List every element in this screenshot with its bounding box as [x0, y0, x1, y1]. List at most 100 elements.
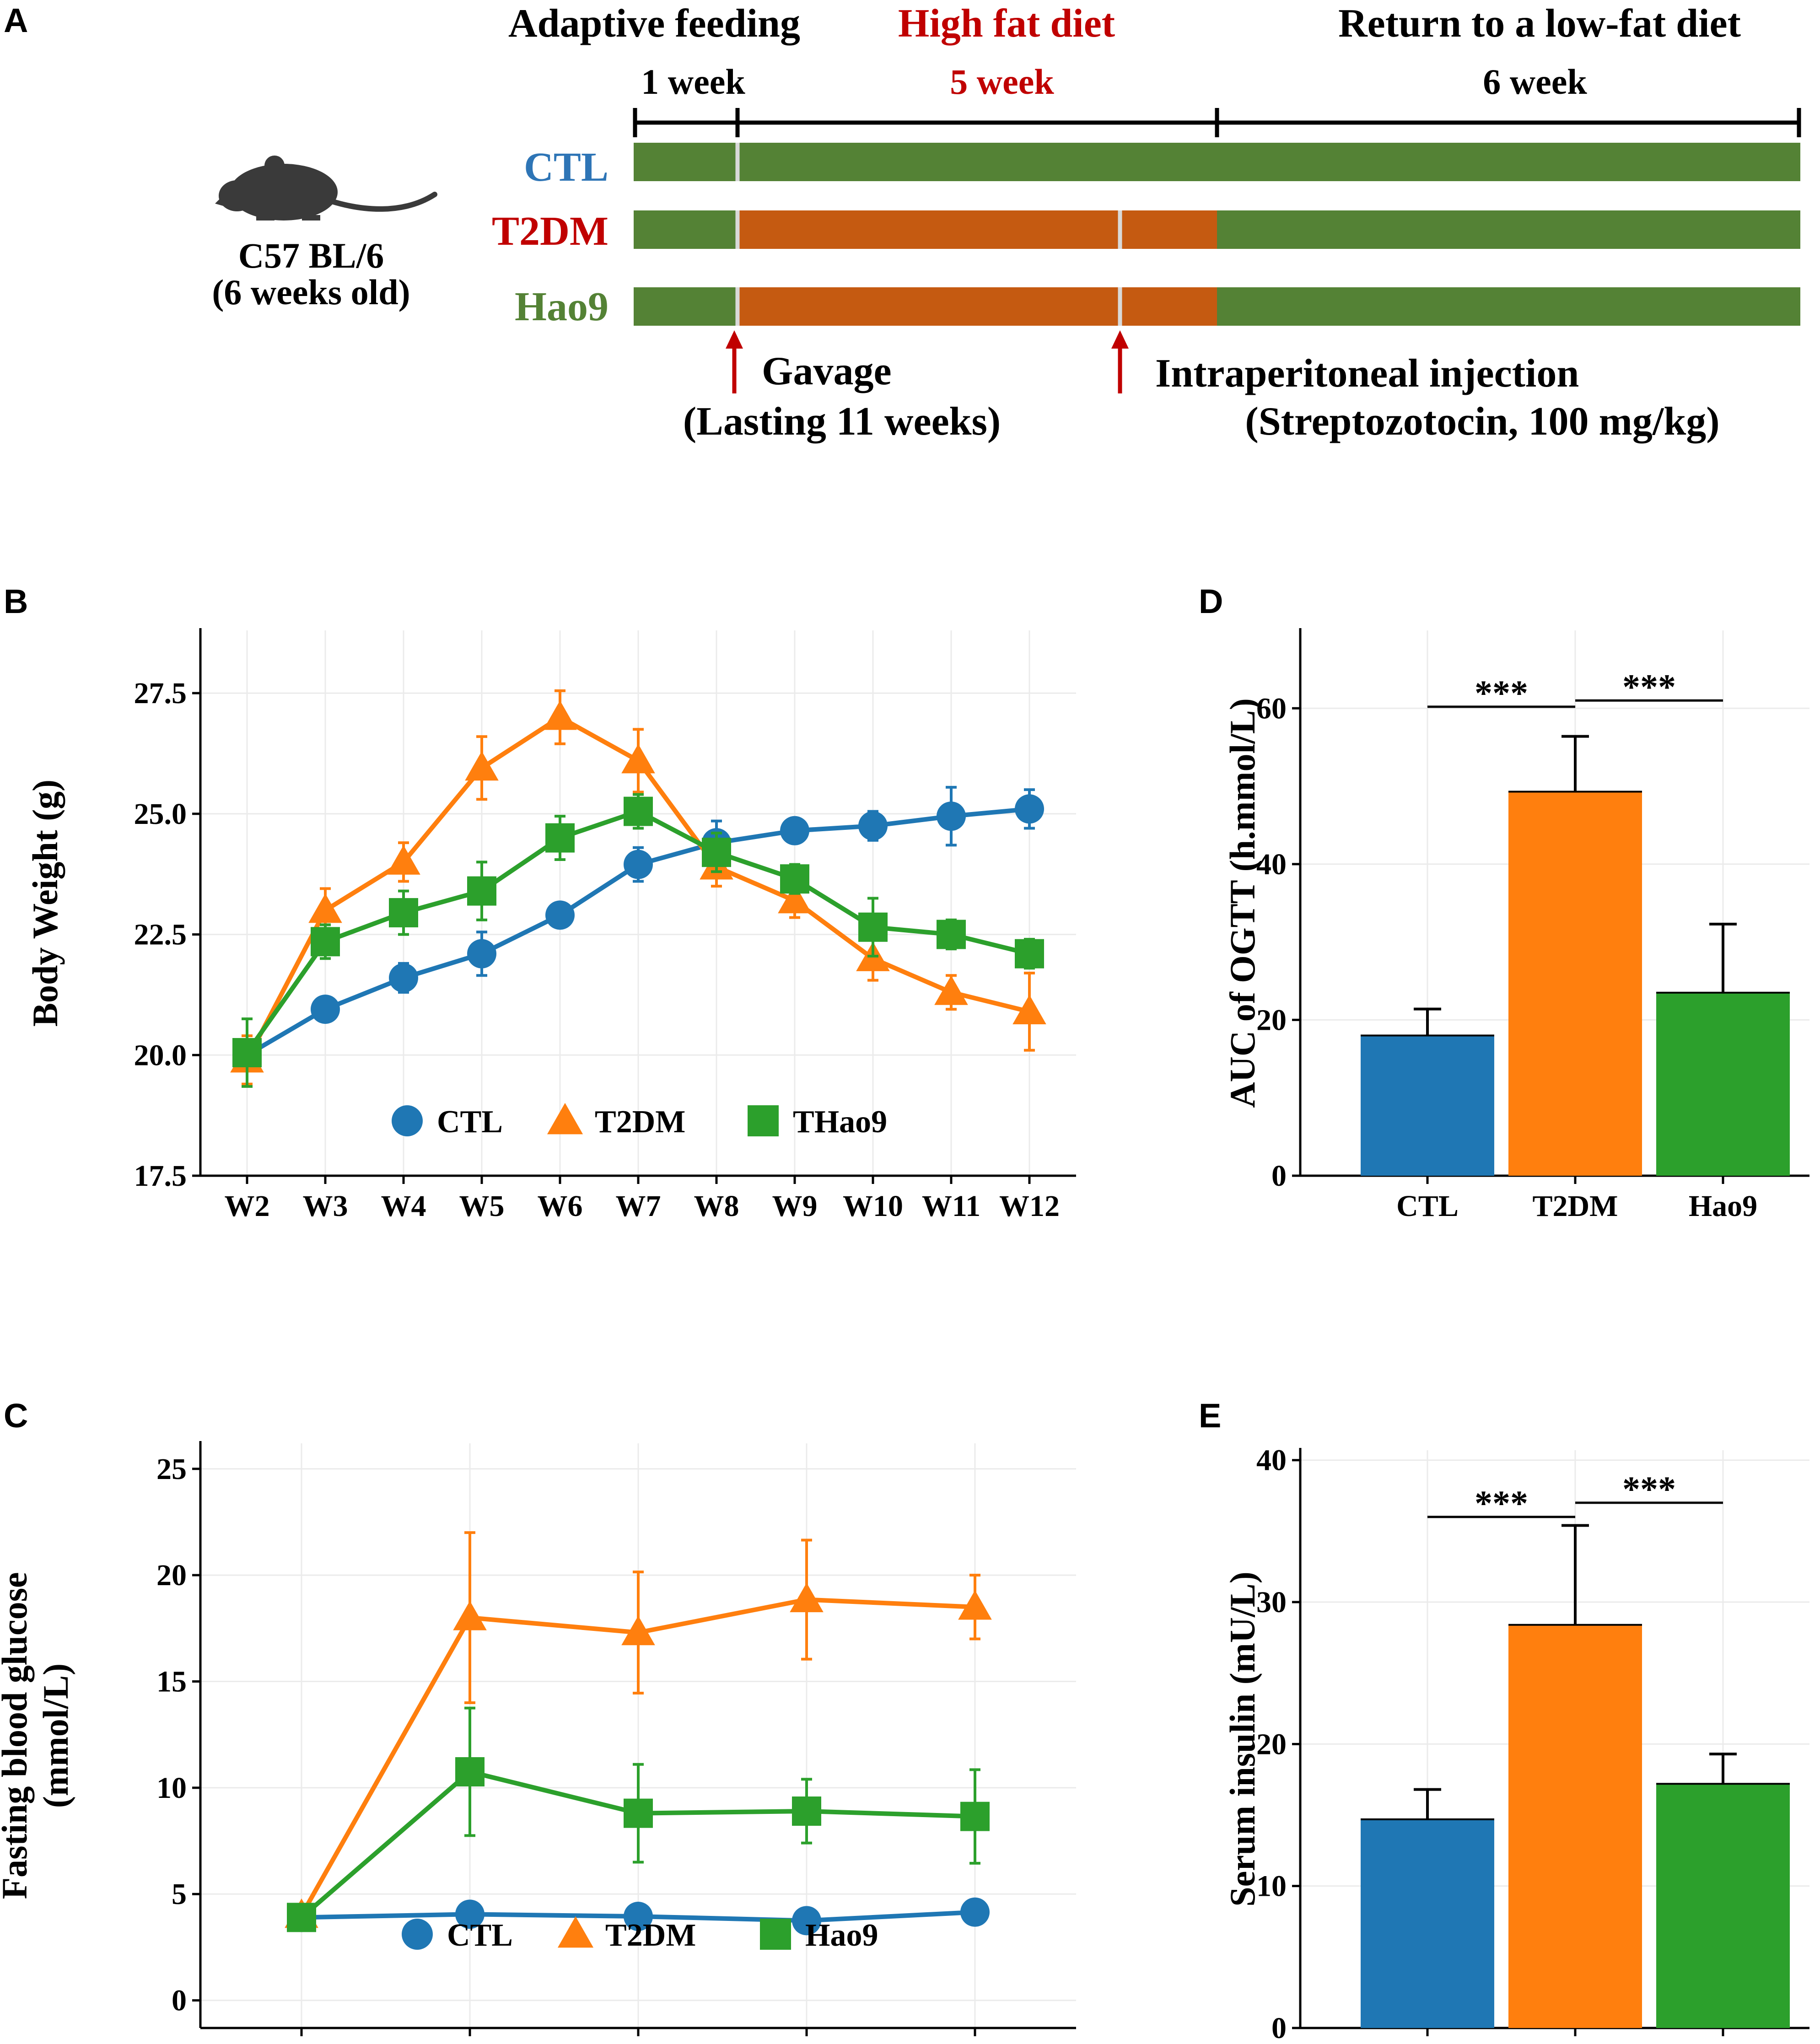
data-point — [958, 1590, 992, 1620]
y-tick-label: 17.5 — [134, 1159, 187, 1193]
data-point — [465, 751, 499, 781]
significance-stars: *** — [1622, 667, 1676, 706]
data-point — [389, 963, 418, 993]
data-point — [1015, 939, 1044, 968]
duration-6-week: 6 week — [1483, 62, 1587, 102]
y-axis-label: Serum insulin (mU/L) — [1222, 1571, 1262, 1906]
x-tick-label: W4 — [381, 1189, 426, 1223]
y-tick-label: 5 — [172, 1877, 187, 1911]
x-tick-label: CTL — [1396, 2042, 1459, 2044]
y-tick-label: 30 — [1256, 1586, 1287, 1619]
gavage-note: (Lasting 11 weeks) — [683, 399, 1001, 444]
bar-t2dm — [1508, 791, 1642, 1176]
y-tick-label: 10 — [1256, 1870, 1287, 1903]
y-tick-label: 25 — [156, 1452, 187, 1486]
group-label-hao9: Hao9 — [515, 284, 608, 329]
legend: CTL T2DM Hao9 — [402, 1916, 878, 1953]
chart-fasting-glucose: 0 5 10 15 20 25 W4 W6 W8 W10 W12 Fasting blood gluc… — [0, 1441, 1076, 2044]
chart-body-weight: 17.5 20.0 22.5 25.0 27.5 W2 W3 W4 W5 W6 W7 W8 W9 W10 W… — [25, 628, 1076, 1223]
data-point — [455, 1757, 485, 1787]
y-axis-label: Fasting blood glucose — [0, 1572, 34, 1899]
data-point — [311, 995, 340, 1024]
ctl-diet-bar — [634, 143, 1800, 181]
data-point — [453, 1601, 487, 1630]
x-tick-label: W10 — [776, 2042, 837, 2044]
x-tick-label: W8 — [694, 1189, 739, 1223]
phase-high-fat-diet: High fat diet — [898, 1, 1115, 46]
data-point — [792, 1906, 821, 1936]
x-tick-label: T2DM — [1533, 2042, 1618, 2044]
x-tick-label: W8 — [616, 2042, 661, 2044]
y-axis-label: AUC of OGTT (h.mmol/L) — [1222, 698, 1262, 1108]
panel-letter-d: D — [1199, 582, 1223, 620]
legend-marker — [748, 1105, 779, 1136]
timeline — [633, 108, 1801, 137]
y-tick-label: 0 — [172, 1984, 187, 2017]
data-point — [960, 1897, 990, 1927]
significance-stars: *** — [1622, 1469, 1676, 1509]
data-point — [1012, 995, 1046, 1024]
data-point — [937, 801, 966, 831]
group-label-t2dm: T2DM — [492, 209, 608, 254]
duration-1-week: 1 week — [641, 62, 745, 102]
series-thao9 — [232, 793, 1044, 1088]
data-point — [467, 876, 496, 906]
data-point — [858, 912, 888, 942]
x-tick-label: W6 — [447, 2042, 493, 2044]
bar-hao9 — [1656, 992, 1790, 1176]
bar-t2dm — [1508, 1624, 1642, 2028]
legend-label: T2DM — [595, 1104, 685, 1140]
y-axis-label: (mmol/L) — [36, 1663, 75, 1808]
data-point — [624, 1798, 653, 1828]
data-point — [780, 816, 809, 845]
legend-label: T2DM — [605, 1918, 696, 1953]
data-point — [387, 845, 420, 875]
data-point — [389, 898, 418, 928]
gavage-arrow-icon — [726, 330, 743, 393]
x-tick-label: W6 — [538, 1189, 583, 1223]
legend-marker — [392, 1105, 423, 1136]
data-point — [308, 893, 342, 923]
data-point — [624, 1902, 653, 1931]
data-point — [778, 883, 812, 914]
duration-5-week: 5 week — [950, 62, 1054, 102]
mouse-age-label: (6 weeks old) — [212, 272, 410, 312]
y-tick-label: 40 — [1256, 848, 1287, 881]
y-tick-label: 0 — [1271, 1159, 1287, 1193]
bar-ctl — [1361, 1819, 1494, 2028]
x-tick-label: W11 — [922, 1189, 980, 1223]
significance-stars: *** — [1475, 673, 1528, 713]
legend: CTL T2DM THao9 — [392, 1103, 887, 1140]
bar-ctl — [1361, 1035, 1494, 1176]
injection-note: (Streptozotocin, 100 mg/kg) — [1245, 399, 1719, 444]
panel-letter-c: C — [4, 1397, 28, 1435]
x-tick-label: W7 — [616, 1189, 661, 1223]
injection-label: Intraperitoneal injection — [1155, 351, 1579, 396]
mouse-icon — [215, 156, 437, 221]
y-tick-label: 20 — [1256, 1727, 1287, 1761]
x-tick-label: W4 — [279, 2042, 324, 2044]
panel-a-study-design: A C57 BL/6 (6 weeks old) Adaptive feedin… — [4, 1, 1801, 444]
data-point — [960, 1802, 990, 1831]
x-tick-label: W10 — [843, 1189, 903, 1223]
data-point — [1015, 794, 1044, 824]
x-tick-label: W9 — [772, 1189, 818, 1223]
series-hao9 — [287, 1706, 990, 1932]
data-point — [287, 1903, 316, 1932]
data-point — [311, 927, 340, 957]
legend-label: THao9 — [793, 1104, 887, 1140]
y-tick-label: 25.0 — [134, 797, 187, 831]
data-point — [621, 1615, 655, 1646]
gavage-label: Gavage — [762, 349, 892, 393]
x-tick-label: W5 — [459, 1189, 505, 1223]
phase-adaptive-feeding: Adaptive feeding — [508, 1, 800, 46]
x-tick-label: W3 — [303, 1189, 348, 1223]
legend-label: CTL — [437, 1104, 503, 1140]
data-point — [624, 796, 653, 826]
data-point — [455, 1899, 485, 1929]
x-tick-label: W12 — [999, 1189, 1060, 1223]
data-point — [543, 700, 577, 730]
data-point — [232, 1038, 262, 1068]
y-tick-label: 27.5 — [134, 677, 187, 710]
data-point — [780, 864, 809, 894]
